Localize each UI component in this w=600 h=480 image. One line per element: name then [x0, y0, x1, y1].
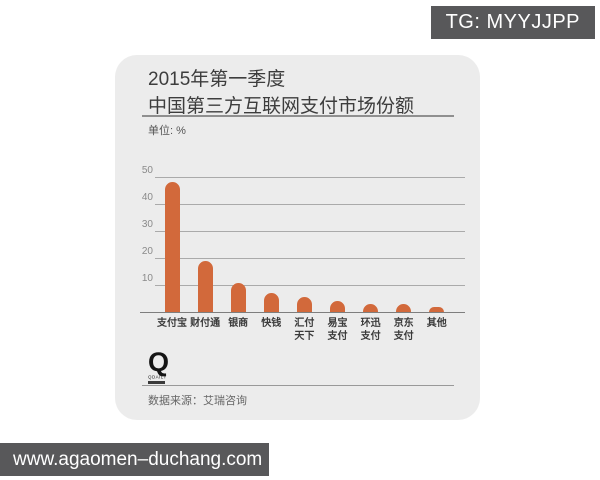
qdaily-logo-letter: Q	[148, 347, 170, 377]
grid-line	[155, 231, 465, 232]
bar-chart: 10 20 30 40 50 支付宝 财付通 银商 快钱 汇付 天下 易宝 支付 环迅 支付 京东 支付…	[115, 55, 480, 420]
source-divider	[142, 385, 454, 386]
bar	[429, 306, 445, 312]
chart-title-line1: 2015年第一季度	[148, 69, 286, 90]
x-category-label: 易宝 支付	[327, 318, 348, 342]
x-category-label: 京东 支付	[393, 318, 414, 342]
y-tick-label: 10	[141, 273, 153, 284]
telegram-watermark: TG: MYYJJPP	[430, 6, 595, 39]
data-source-label: 数据来源：艾瑞咨询	[148, 395, 247, 407]
bar	[296, 296, 312, 312]
qdaily-logo-caption: QDAILY	[148, 375, 167, 381]
x-category-label: 支付宝	[157, 318, 187, 329]
x-category-label: 汇付 天下	[294, 318, 315, 342]
x-axis-line	[140, 312, 465, 313]
telegram-watermark-text: TG: MYYJJPP	[445, 11, 580, 33]
y-tick-label: 30	[141, 219, 153, 230]
chart-title-line2: 中国第三方互联网支付市场份额	[148, 96, 415, 117]
unit-label: 单位: %	[148, 125, 186, 137]
grid-line	[155, 258, 465, 259]
grid-line	[155, 285, 465, 286]
bar	[230, 283, 246, 312]
x-category-label: 环迅 支付	[360, 318, 381, 342]
y-tick-label: 40	[141, 192, 153, 203]
bar	[330, 301, 345, 312]
website-watermark-text: www.agaomen–duchang.com	[13, 448, 263, 470]
bar	[263, 293, 279, 312]
x-category-label: 快钱	[261, 318, 282, 329]
y-tick-label: 50	[141, 165, 153, 176]
qdaily-logo: Q QDAILY	[148, 349, 178, 384]
bar	[396, 304, 412, 312]
chart-title: 2015年第一季度 中国第三方互联网支付市场份额	[148, 66, 414, 120]
bar	[363, 303, 379, 312]
x-category-label: 银商	[228, 318, 249, 329]
x-category-label: 财付通	[190, 318, 221, 329]
y-tick-label: 20	[141, 246, 153, 257]
x-category-label: 其他	[426, 318, 447, 329]
qdaily-logo-caption-bar	[148, 381, 165, 384]
bar	[197, 260, 213, 312]
bar	[164, 182, 180, 312]
title-divider	[142, 115, 454, 117]
website-watermark: www.agaomen–duchang.com	[0, 443, 269, 476]
grid-line	[155, 204, 465, 205]
grid-line	[155, 177, 465, 178]
chart-card: 2015年第一季度 中国第三方互联网支付市场份额 单位: % 10 20 30 40 5…	[115, 55, 480, 420]
